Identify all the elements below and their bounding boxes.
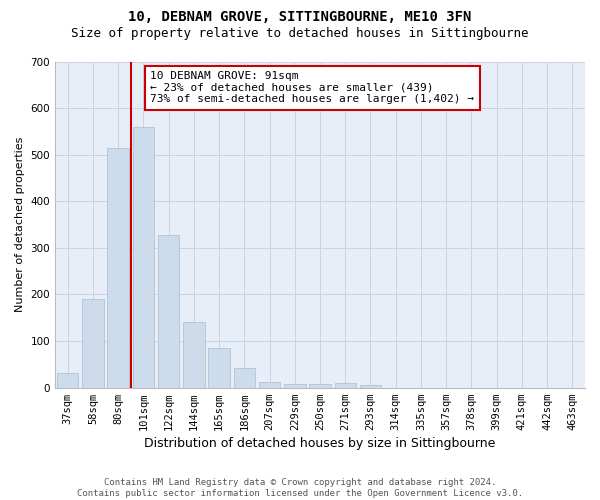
Bar (183, 322, 205, 388)
Bar (233, 368, 255, 388)
Bar (284, 384, 305, 388)
Bar (360, 386, 381, 388)
Bar (107, 148, 129, 388)
Text: Size of property relative to detached houses in Sittingbourne: Size of property relative to detached ho… (71, 28, 529, 40)
Bar (208, 348, 230, 388)
Text: Contains HM Land Registry data © Crown copyright and database right 2024.
Contai: Contains HM Land Registry data © Crown c… (77, 478, 523, 498)
Text: 10 DEBNAM GROVE: 91sqm
← 23% of detached houses are smaller (439)
73% of semi-de: 10 DEBNAM GROVE: 91sqm ← 23% of detached… (151, 72, 475, 104)
Bar (309, 384, 331, 388)
Bar (158, 235, 179, 388)
Text: 10, DEBNAM GROVE, SITTINGBOURNE, ME10 3FN: 10, DEBNAM GROVE, SITTINGBOURNE, ME10 3F… (128, 10, 472, 24)
Bar (133, 126, 154, 388)
Y-axis label: Number of detached properties: Number of detached properties (15, 137, 25, 312)
Bar (259, 382, 280, 388)
Bar (57, 373, 79, 388)
X-axis label: Distribution of detached houses by size in Sittingbourne: Distribution of detached houses by size … (145, 437, 496, 450)
Bar (82, 299, 104, 388)
Bar (335, 383, 356, 388)
